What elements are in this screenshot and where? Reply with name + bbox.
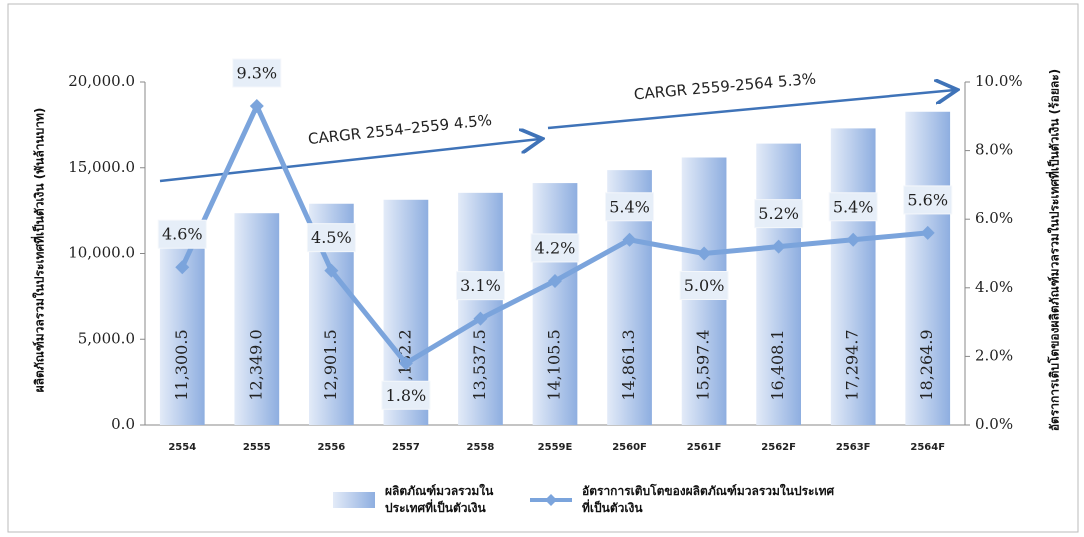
y2-tick-label: 0.0%: [975, 415, 1013, 433]
line-value-label: 5.0%: [684, 276, 725, 295]
x-tick-label: 2554: [168, 442, 196, 453]
value-label-box: [157, 219, 207, 249]
trend-arrow: [159, 139, 540, 183]
line-value-label: 1.8%: [386, 386, 427, 405]
annotation: CARGR 2554–2559 4.5%: [307, 111, 493, 148]
bar-value-label: 15,597.4: [694, 329, 713, 400]
y2-axis-label: อัตราการเติบโตของผลิตภัณฑ์มวลรวมในประเทศ…: [1046, 69, 1062, 431]
legend-swatch: [545, 494, 557, 506]
line-value-label: 5.4%: [609, 197, 650, 216]
x-tick-label: 2556: [317, 442, 345, 453]
y2-tick-label: 8.0%: [975, 141, 1013, 159]
bar: [234, 213, 280, 425]
y-tick-label: 5,000.0: [78, 329, 135, 347]
annotation: CARGR 2559-2564 5.3%: [633, 70, 816, 104]
y2-tick-label: 10.0%: [975, 72, 1023, 90]
line-marker: [473, 311, 488, 326]
bar-value-label: 14,861.3: [619, 329, 638, 400]
bar-value-label: 12,349.0: [246, 329, 265, 400]
value-label-box: [306, 223, 356, 253]
legend-entry: ผลิตภัณฑ์มวลรวมในประเทศที่เป็นตัวเงิน: [385, 484, 494, 515]
y-tick-label: 0.0: [111, 415, 135, 433]
line-marker: [771, 239, 786, 254]
trend-arrow: [547, 90, 955, 130]
y2-tick-label: 2.0%: [975, 346, 1013, 364]
bar-value-label: 18,264.9: [917, 329, 936, 400]
bar: [532, 183, 578, 425]
x-tick-label: 2555: [243, 442, 271, 453]
x-tick-label: 2557: [392, 442, 420, 453]
value-label-box: [605, 192, 655, 222]
y-axis-label: ผลิตภัณฑ์มวลรวมในประเทศที่เป็นตัวเงิน (พ…: [31, 108, 47, 393]
x-tick-label: 2560F: [612, 442, 647, 453]
legend-entry: อัตราการเติบโตของผลิตภัณฑ์มวลรวมในประเทศ…: [582, 484, 835, 515]
line-value-label: 4.6%: [162, 225, 203, 244]
bar: [830, 128, 876, 426]
line-value-label: 5.2%: [758, 204, 799, 223]
line-marker: [548, 273, 562, 288]
value-label-box: [754, 199, 804, 229]
value-label-box: [232, 58, 282, 88]
bar-value-label: 12,901.5: [321, 329, 340, 400]
y2-tick-label: 4.0%: [975, 278, 1013, 296]
line-marker: [697, 246, 712, 261]
bar-value-label: 13,537.5: [470, 329, 489, 400]
x-tick-label: 2561F: [687, 442, 722, 453]
y-tick-label: 20,000.0: [68, 72, 135, 90]
bar-value-label: 11,300.5: [172, 329, 191, 400]
line-marker: [175, 260, 190, 275]
bar: [756, 143, 801, 426]
value-label-box: [679, 271, 729, 300]
line-marker: [920, 225, 935, 240]
line-marker: [622, 232, 637, 247]
line-marker: [846, 232, 861, 247]
value-label-box: [455, 271, 505, 301]
line-value-label: 9.3%: [236, 64, 277, 83]
y2-tick-label: 6.0%: [975, 209, 1013, 227]
x-tick-label: 2559E: [538, 442, 573, 453]
value-label-box: [381, 380, 431, 410]
x-tick-label: 2558: [467, 442, 495, 453]
legend-swatch: [333, 492, 375, 508]
line-marker: [249, 99, 264, 114]
value-label-box: [828, 192, 878, 222]
line-value-label: 4.5%: [311, 228, 352, 247]
bar: [905, 111, 951, 426]
line-marker: [398, 356, 413, 371]
bar-value-label: 14,105.5: [545, 329, 564, 400]
y-tick-label: 15,000.0: [68, 158, 135, 176]
x-tick-label: 2564F: [910, 442, 945, 453]
line-value-label: 5.6%: [907, 190, 948, 209]
x-tick-label: 2562F: [761, 442, 796, 453]
x-tick-label: 2563F: [836, 442, 871, 453]
value-label-box: [530, 233, 580, 263]
bar-value-label: 16,408.1: [768, 329, 787, 400]
y-tick-label: 10,000.0: [68, 244, 135, 262]
line-value-label: 5.4%: [833, 197, 874, 216]
line-value-label: 3.1%: [460, 276, 501, 295]
value-label-box: [903, 185, 953, 215]
line-value-label: 4.2%: [535, 238, 576, 257]
line-marker: [324, 263, 339, 278]
bar-value-label: 17,294.7: [843, 329, 862, 400]
frame: [7, 3, 1079, 533]
